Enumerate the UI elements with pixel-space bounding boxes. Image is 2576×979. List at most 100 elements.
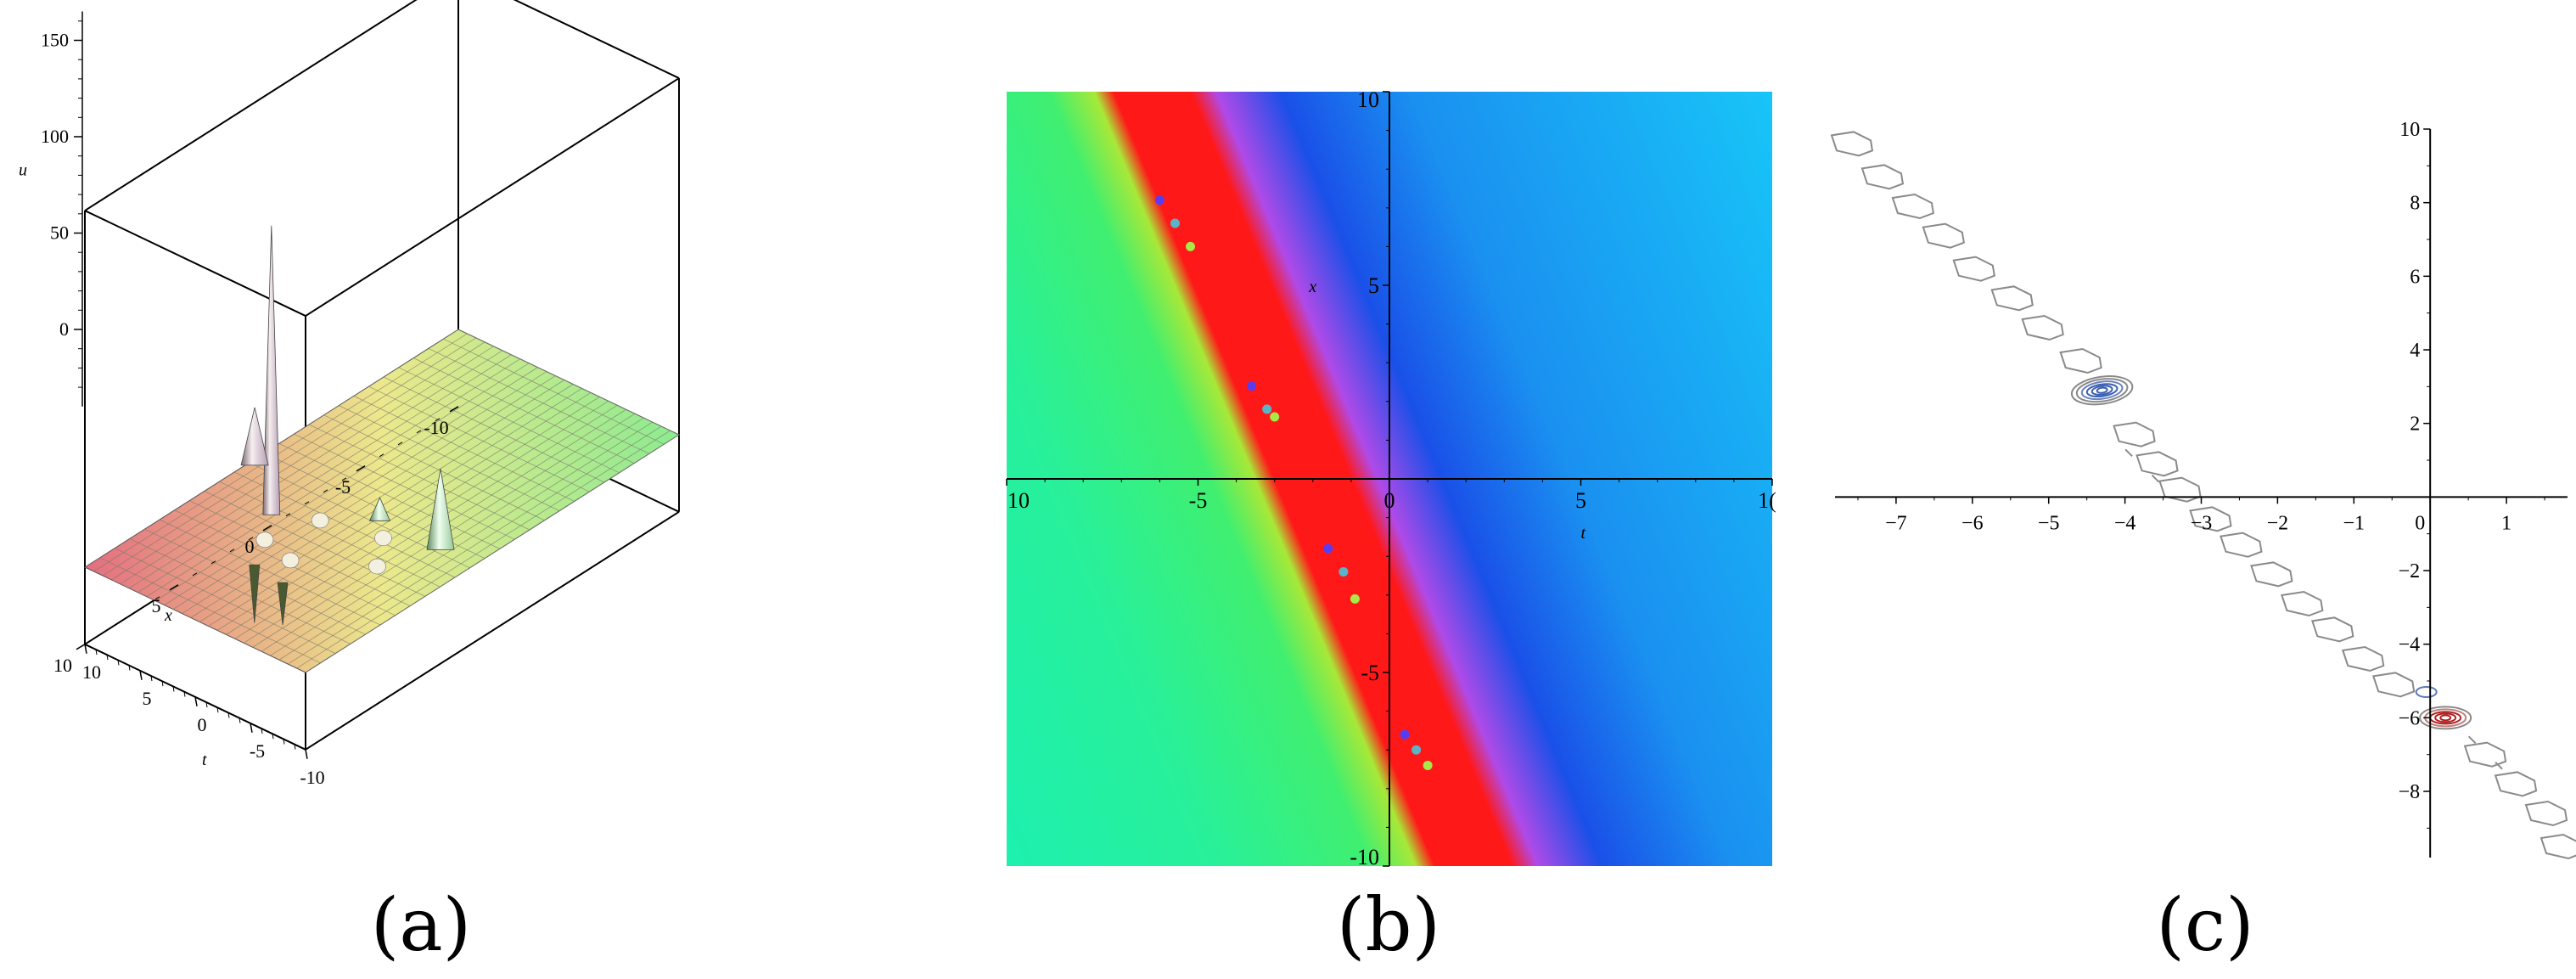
- grid-line: [270, 417, 644, 656]
- contour-blue-ring: [2091, 385, 2113, 396]
- t-tick-label: -10: [300, 767, 324, 788]
- x-minor-tick: [304, 501, 310, 505]
- x-tick-label: −5: [2038, 512, 2060, 534]
- density-marker: [1185, 241, 1195, 251]
- density-marker: [1154, 195, 1165, 205]
- x-minor-tick: [154, 596, 160, 600]
- contour-cells: [1830, 131, 2576, 860]
- contour-cell: [2371, 672, 2416, 698]
- t-minor-tick: [239, 717, 241, 723]
- surface-bump: [255, 532, 274, 549]
- contour-dash: [2467, 735, 2477, 745]
- surface-peaks: [240, 225, 455, 626]
- grid-line: [146, 358, 521, 598]
- grid-line: [115, 548, 336, 654]
- grid-line: [182, 375, 556, 614]
- contour-cell: [2250, 561, 2293, 588]
- grid-line: [308, 424, 530, 531]
- y-tick-label: 10: [1357, 87, 1379, 112]
- grid-line: [102, 337, 477, 577]
- t-minor-tick: [95, 649, 98, 655]
- y-tick-label: 6: [2410, 266, 2420, 288]
- contour-blue-ring: [2070, 375, 2134, 406]
- density-markers: [1154, 195, 1433, 770]
- grid-line: [137, 354, 512, 594]
- y-tick-label: 2: [2410, 414, 2420, 436]
- x-minor-tick: [285, 513, 291, 517]
- contour-cell: [2540, 833, 2576, 860]
- surface-bump: [281, 552, 300, 569]
- grid-line: [93, 333, 468, 572]
- t-minor-tick: [183, 691, 186, 697]
- x-tick-label: −3: [2191, 512, 2213, 534]
- density-marker: [1247, 381, 1257, 391]
- t-minor-tick: [205, 701, 208, 708]
- x-minor-tick: [323, 489, 328, 493]
- grid-line: [204, 491, 425, 597]
- y-tick-label: −8: [2399, 781, 2421, 803]
- x-minor-tick: [80, 644, 86, 648]
- contour-cell: [2310, 616, 2354, 643]
- y-axis-label: x: [1308, 278, 1316, 296]
- caption-c: (c): [2156, 883, 2254, 968]
- contour-cell: [2341, 645, 2385, 672]
- grid-line: [368, 385, 590, 492]
- z-tick-label: 50: [50, 222, 69, 244]
- t-minor-tick: [216, 707, 219, 713]
- surface-bump: [374, 530, 392, 547]
- z-tick-label: 100: [41, 126, 69, 147]
- density-marker: [1350, 594, 1360, 604]
- contour-cell: [2158, 476, 2202, 503]
- box-edge: [513, 0, 680, 79]
- x-minor-tick: [229, 549, 235, 553]
- peak-side-2: [426, 468, 455, 550]
- grid-line: [278, 443, 500, 549]
- t-minor-tick: [128, 665, 131, 671]
- grid-line: [120, 346, 494, 585]
- panel-c: −7 −6 −5 −4 −3 −2 −1 0 1 −8 −6 −4 −2 2 4 6 8 10: [1782, 0, 2576, 875]
- y-tick-label: 5: [1368, 273, 1379, 298]
- contour-blue-ring: [2096, 386, 2108, 394]
- contour-dash: [2124, 448, 2133, 458]
- grid-line: [249, 462, 470, 569]
- panel-a: 0 50 100 150 u -10 -5 0 5 10 x 10 5 0 -5 -10 t: [0, 0, 849, 875]
- x-minor-tick: [210, 560, 216, 565]
- panel-b: 10 -5 0 5 1(-10 -5 5 10 x t: [849, 0, 1782, 875]
- grid-line: [128, 350, 503, 589]
- x-tick-label: 10: [53, 655, 72, 676]
- grid-line: [457, 329, 680, 436]
- density-marker: [1411, 745, 1422, 755]
- grid-line: [323, 414, 545, 521]
- x-tick-label: 10: [1007, 488, 1030, 513]
- grid-line: [164, 367, 538, 605]
- density-marker: [1423, 760, 1433, 770]
- contour-blue-ring: [2085, 383, 2119, 398]
- t-minor-tick: [227, 712, 230, 718]
- grid-line: [413, 357, 635, 464]
- x-minor-tick: [192, 572, 198, 577]
- density-plot-b: 10 -5 0 5 1(-10 -5 5 10 x t: [1006, 87, 1776, 869]
- x-tick-label: -5: [1189, 488, 1208, 513]
- contour-cell: [1990, 285, 2034, 312]
- axes-b: 10 -5 0 5 1(-10 -5 5 10 x t: [1006, 87, 1776, 869]
- contour-red-ring: [2419, 706, 2472, 730]
- contour-cell: [1952, 256, 1995, 282]
- grid-line: [443, 338, 665, 445]
- contour-cell: [1922, 222, 1965, 249]
- z-axis-label: u: [19, 160, 27, 179]
- grid-line: [199, 384, 574, 622]
- x-axis-label: t: [1581, 524, 1586, 543]
- x-tick-label: −7: [1885, 512, 1907, 534]
- t-axis-label: t: [202, 751, 207, 769]
- x-tick-label: −2: [2267, 512, 2289, 534]
- x-minor-tick: [117, 620, 123, 624]
- peak-side-3: [368, 497, 391, 521]
- x-tick-label: 1: [2501, 512, 2511, 534]
- bounding-box: [84, 0, 680, 751]
- grid-line: [172, 371, 547, 610]
- x-tick-label: 0: [245, 536, 255, 557]
- caption-a: (a): [370, 883, 472, 968]
- x-minor-tick: [267, 525, 272, 529]
- grid-line: [189, 500, 411, 606]
